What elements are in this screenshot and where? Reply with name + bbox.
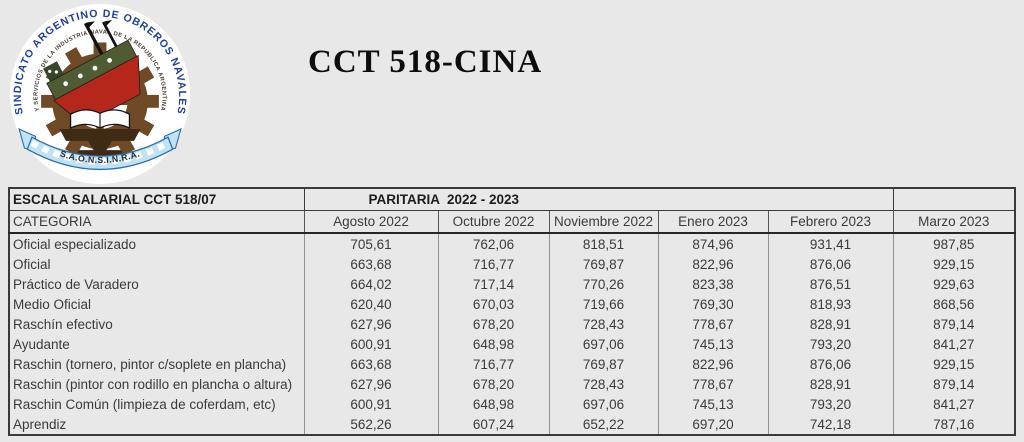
- value-cell: 769,87: [549, 354, 659, 374]
- table-row: Ayudante 600,91 648,98 697,06 745,13 793,20 84…: [9, 334, 1015, 354]
- union-emblem-icon: SINDICATO ARGENTINO DE OBREROS NAVALES Y…: [9, 3, 191, 185]
- category-cell: Oficial: [9, 254, 305, 274]
- value-cell: 879,14: [933, 376, 975, 392]
- value-cell: 678,20: [438, 374, 550, 394]
- value-cell: 745,13: [658, 334, 769, 354]
- value-cell: 705,61: [304, 233, 439, 254]
- value-cell: 841,27: [933, 336, 975, 352]
- table-header-row-1: ESCALA SALARIAL CCT 518/07 PARITARIA 202…: [9, 188, 1016, 211]
- table-title-cell: ESCALA SALARIAL CCT 518/07: [9, 188, 305, 211]
- value-cell: 627,96: [304, 314, 439, 334]
- value-cell: 823,38: [658, 274, 769, 294]
- value-cell: 600,91: [304, 334, 439, 354]
- table-row: Raschin (tornero, pintor c/soplete en pl…: [9, 354, 1015, 374]
- value-cell: 719,66: [549, 294, 659, 314]
- value-cell: 841,27: [933, 396, 975, 412]
- value-cell: 717,14: [438, 274, 550, 294]
- value-cell: 868,56: [933, 296, 975, 312]
- value-cell: 822,96: [658, 354, 769, 374]
- value-cell: 697,20: [658, 414, 769, 435]
- value-cell: 600,91: [304, 394, 439, 414]
- value-cell: 876,51: [768, 274, 894, 294]
- category-cell: Raschín efectivo: [9, 314, 305, 334]
- table-row: Medio Oficial 620,40 670,03 719,66 769,30 818…: [9, 294, 1015, 314]
- value-cell: 793,20: [768, 334, 894, 354]
- month-column-header: Octubre 2022: [438, 210, 550, 234]
- value-cell: 929,15: [933, 256, 975, 272]
- value-cell: 770,26: [549, 274, 659, 294]
- value-cell: 778,67: [658, 374, 769, 394]
- value-cell: 929,15: [933, 356, 975, 372]
- category-cell: Raschin Común (limpieza de coferdam, etc…: [9, 394, 305, 414]
- table-row: Oficial especializado 705,61 762,06 818,51 8…: [9, 233, 1015, 254]
- table-row: Raschin (pintor con rodillo en plancha o…: [9, 374, 1015, 394]
- category-cell: Aprendiz: [9, 414, 305, 435]
- month-column-header: Agosto 2022: [304, 210, 439, 234]
- value-cell: 987,85: [933, 236, 975, 252]
- value-cell: 663,68: [304, 354, 439, 374]
- value-cell: 769,87: [549, 254, 659, 274]
- category-cell: Práctico de Varadero: [9, 274, 305, 294]
- category-cell: Raschin (pintor con rodillo en plancha o…: [9, 374, 305, 394]
- value-cell: 620,40: [304, 294, 439, 314]
- value-cell: 874,96: [658, 233, 769, 254]
- value-cell: 778,67: [658, 314, 769, 334]
- category-cell: Medio Oficial: [9, 294, 305, 314]
- value-cell: 879,14: [933, 316, 975, 332]
- table-row: Oficial 663,68 716,77 769,87 822,96 876,06 929…: [9, 254, 1015, 274]
- value-cell: 678,20: [438, 314, 550, 334]
- value-cell: 876,06: [768, 254, 894, 274]
- value-cell: 876,06: [768, 354, 894, 374]
- value-cell: 818,93: [768, 294, 894, 314]
- table-row: Aprendiz 562,26 607,24 652,22 697,20 742,18 78…: [9, 414, 1015, 435]
- value-cell: 664,02: [304, 274, 439, 294]
- category-column-header: CATEGORIA: [9, 210, 305, 234]
- value-cell: 762,06: [438, 233, 550, 254]
- value-cell: 648,98: [438, 334, 550, 354]
- value-cell: 716,77: [438, 254, 550, 274]
- table-row: Práctico de Varadero 664,02 717,14 770,26 82…: [9, 274, 1015, 294]
- month-column-header: Marzo 2023: [893, 210, 1016, 234]
- value-cell: 822,96: [658, 254, 769, 274]
- value-cell: 745,13: [658, 394, 769, 414]
- value-cell: 607,24: [438, 414, 550, 435]
- value-cell: 828,91: [768, 314, 894, 334]
- paritaria-label: PARITARIA 2022 - 2023: [368, 192, 520, 207]
- value-cell: 787,16: [933, 416, 975, 432]
- value-cell: 648,98: [438, 394, 550, 414]
- value-cell: 627,96: [304, 374, 439, 394]
- table-row: Raschin Común (limpieza de coferdam, etc…: [9, 394, 1015, 414]
- paritaria-header-cell: PARITARIA 2022 - 2023: [304, 188, 894, 211]
- value-cell: 697,06: [549, 394, 659, 414]
- value-cell: 742,18: [768, 414, 894, 435]
- value-cell: 828,91: [768, 374, 894, 394]
- value-cell: 670,03: [438, 294, 550, 314]
- table-row: Raschín efectivo 627,96 678,20 728,43 778,67…: [9, 314, 1015, 334]
- table-header-row-2: CATEGORIA Agosto 2022 Octubre 2022 Noviemb…: [9, 210, 1016, 234]
- value-cell: 716,77: [438, 354, 550, 374]
- salary-table: ESCALA SALARIAL CCT 518/07 PARITARIA 202…: [8, 187, 1017, 436]
- value-cell: 697,06: [549, 334, 659, 354]
- category-cell: Ayudante: [9, 334, 305, 354]
- union-logo: SINDICATO ARGENTINO DE OBREROS NAVALES Y…: [6, 2, 194, 186]
- value-cell: 728,43: [549, 374, 659, 394]
- empty-header-cell: [893, 188, 1016, 211]
- value-cell: 728,43: [549, 314, 659, 334]
- value-cell: 929,63: [933, 276, 975, 292]
- value-cell: 793,20: [768, 394, 894, 414]
- value-cell: 652,22: [549, 414, 659, 435]
- value-cell: 562,26: [304, 414, 439, 435]
- value-cell: 931,41: [768, 233, 894, 254]
- month-column-header: Enero 2023: [658, 210, 769, 234]
- month-column-header: Noviembre 2022: [549, 210, 659, 234]
- value-cell: 818,51: [549, 233, 659, 254]
- category-cell: Raschin (tornero, pintor c/soplete en pl…: [9, 354, 305, 374]
- value-cell: 663,68: [304, 254, 439, 274]
- page-title: CCT 518-CINA: [308, 44, 543, 80]
- month-column-header: Febrero 2023: [768, 210, 894, 234]
- value-cell: 769,30: [658, 294, 769, 314]
- category-cell: Oficial especializado: [9, 233, 305, 254]
